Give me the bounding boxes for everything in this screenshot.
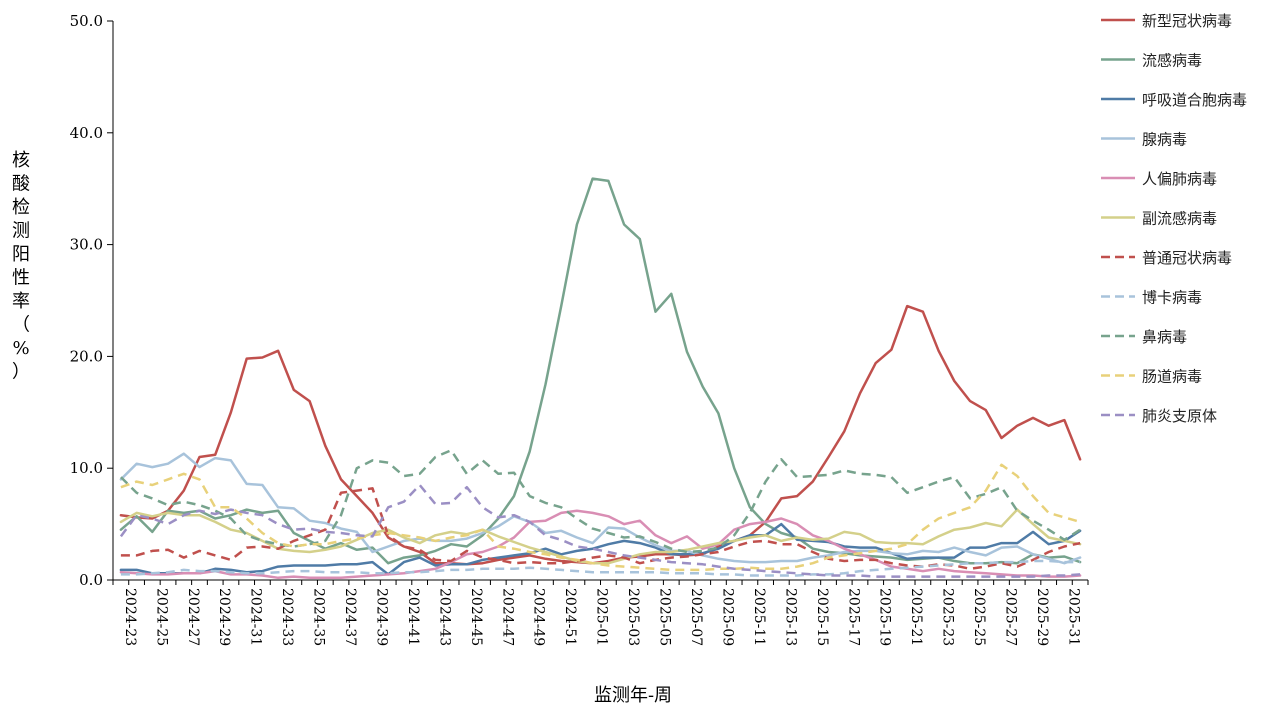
x-tick-label: 2024-41 (405, 588, 421, 646)
y-tick-label: 50.0 (70, 12, 103, 30)
y-axis-title-char: 检 (12, 197, 30, 218)
series-line-8 (120, 559, 1081, 577)
y-tick-label: 40.0 (70, 124, 103, 142)
series-line-5 (119, 509, 1082, 580)
x-tick-label: 2025-11 (751, 588, 767, 646)
x-tick-label: 2024-51 (562, 588, 578, 646)
x-tick-label: 2025-03 (625, 588, 641, 646)
series-line-2 (119, 177, 1082, 565)
x-tick-label: 2024-39 (373, 588, 389, 646)
legend-label-11: 肺炎支原体 (1142, 407, 1217, 425)
legend-label-8: 博卡病毒 (1142, 289, 1202, 307)
y-axis-title-char: % (12, 338, 29, 359)
x-axis: 2024-23 2024-25 2024-27 2024-29 2024-31 2024-… (112, 579, 1089, 646)
x-tick-label: 2025-25 (971, 588, 987, 646)
x-tick-label: 2024-33 (279, 588, 295, 646)
x-tick-label: 2024-49 (531, 588, 547, 646)
y-axis-title-char: 率 (12, 291, 30, 312)
series-line-10 (120, 463, 1081, 572)
y-axis-title-char: 酸 (12, 174, 30, 195)
x-tick-label: 2024-25 (153, 588, 169, 646)
x-tick-label: 2025-21 (908, 588, 924, 646)
x-ticks: 2024-23 2024-25 2024-27 2024-29 2024-31 2024-… (112, 580, 1089, 646)
y-ticks: 0.0 10.0 20.0 30.0 40.0 50.0 (70, 12, 113, 589)
series-lines (119, 177, 1082, 580)
legend-label-3: 呼吸道合胞病毒 (1142, 91, 1247, 109)
x-tick-label: 2025-01 (594, 588, 610, 646)
x-tick-label: 2025-27 (1003, 588, 1019, 646)
y-tick-label: 20.0 (70, 347, 103, 365)
x-tick-label: 2025-15 (814, 588, 830, 646)
series-line-3 (119, 522, 1082, 576)
y-axis-title-char: （ (12, 315, 30, 336)
series-line-11 (119, 483, 1081, 578)
x-tick-label: 2024-29 (216, 588, 232, 646)
x-tick-label: 2024-23 (122, 588, 138, 646)
legend-label-10: 肠道病毒 (1142, 368, 1202, 386)
x-tick-label: 2024-43 (436, 588, 452, 646)
y-axis-title-char: 阳 (12, 244, 30, 265)
x-tick-label: 2025-09 (719, 588, 735, 646)
series-line-1 (119, 304, 1082, 566)
x-tick-label: 2024-27 (185, 588, 201, 646)
x-tick-label: 2024-31 (248, 588, 264, 646)
x-tick-label: 2025-05 (657, 588, 673, 646)
legend-label-9: 鼻病毒 (1142, 328, 1187, 346)
y-axis-title: 核酸检测阳性率 （% ） (12, 150, 30, 383)
series-line-6 (119, 508, 1082, 565)
x-tick-label: 2025-17 (845, 588, 861, 646)
legend-label-2: 流感病毒 (1142, 52, 1202, 70)
y-tick-label: 10.0 (70, 459, 103, 477)
x-tick-label: 2025-19 (877, 588, 893, 646)
y-axis-title-char: 核 (12, 150, 30, 171)
legend-label-5: 人偏肺病毒 (1142, 170, 1217, 188)
y-axis: 0.0 10.0 20.0 30.0 40.0 50.0 (70, 12, 114, 589)
series-line-4 (119, 452, 1082, 565)
legend: 新型冠状病毒流感病毒呼吸道合胞病毒腺病毒人偏肺病毒副流感病毒普通冠状病毒博卡病毒… (1101, 12, 1247, 425)
y-tick-label: 30.0 (70, 236, 103, 254)
legend-label-6: 副流感病毒 (1142, 210, 1217, 228)
x-tick-label: 2025-29 (1034, 588, 1050, 646)
x-tick-label: 2025-31 (1065, 588, 1081, 646)
x-tick-label: 2024-37 (342, 588, 358, 646)
legend-label-7: 普通冠状病毒 (1142, 249, 1232, 267)
x-tick-label: 2024-35 (311, 588, 327, 646)
x-tick-label: 2024-47 (499, 588, 515, 646)
y-axis-title-char: 测 (12, 221, 30, 242)
y-axis-title-char: 性 (12, 268, 30, 289)
x-tick-label: 2025-07 (688, 588, 704, 646)
legend-label-1: 新型冠状病毒 (1142, 12, 1232, 30)
legend-label-4: 腺病毒 (1142, 131, 1187, 149)
y-axis-title-char: ） (12, 362, 30, 383)
x-tick-label: 2024-45 (468, 588, 484, 646)
y-tick-label: 0.0 (79, 571, 103, 589)
y-axis-title-text: 核酸检测阳性率 （% ） (12, 150, 30, 383)
x-tick-label: 2025-13 (782, 588, 798, 646)
x-tick-label: 2025-23 (940, 588, 956, 646)
x-axis-title: 监测年-周 (594, 685, 672, 706)
series-line-9 (120, 449, 1081, 554)
